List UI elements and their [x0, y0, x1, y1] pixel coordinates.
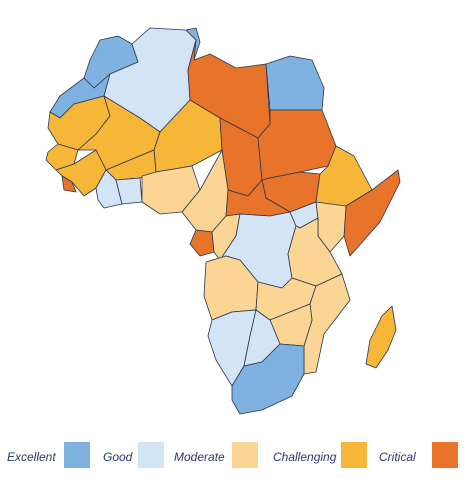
legend: Excellent Good Moderate Challenging Crit…: [0, 440, 467, 480]
legend-label: Challenging: [273, 450, 337, 464]
legend-label: Critical: [379, 450, 416, 464]
region-egypt: Egypt: [265, 55, 325, 111]
legend-swatch: [432, 442, 458, 468]
legend-swatch: [341, 442, 367, 468]
legend-label: Good: [103, 450, 133, 464]
africa-map: Morocco Western Sahara Algeria Tunisia L…: [45, 27, 401, 415]
region-sierra-leone: Sierra Leone: [61, 175, 77, 193]
legend-swatch: [232, 442, 258, 468]
region-gabon: DR Congo: [189, 229, 215, 257]
region-tanzania: Tanzania: [287, 217, 343, 287]
legend-swatch: [64, 442, 90, 468]
legend-label: Excellent: [7, 450, 56, 464]
legend-label: Moderate: [174, 450, 225, 464]
region-madagascar: Madagascar: [365, 305, 397, 369]
legend-swatch: [138, 442, 164, 468]
region-south-africa: South Africa: [231, 343, 305, 415]
